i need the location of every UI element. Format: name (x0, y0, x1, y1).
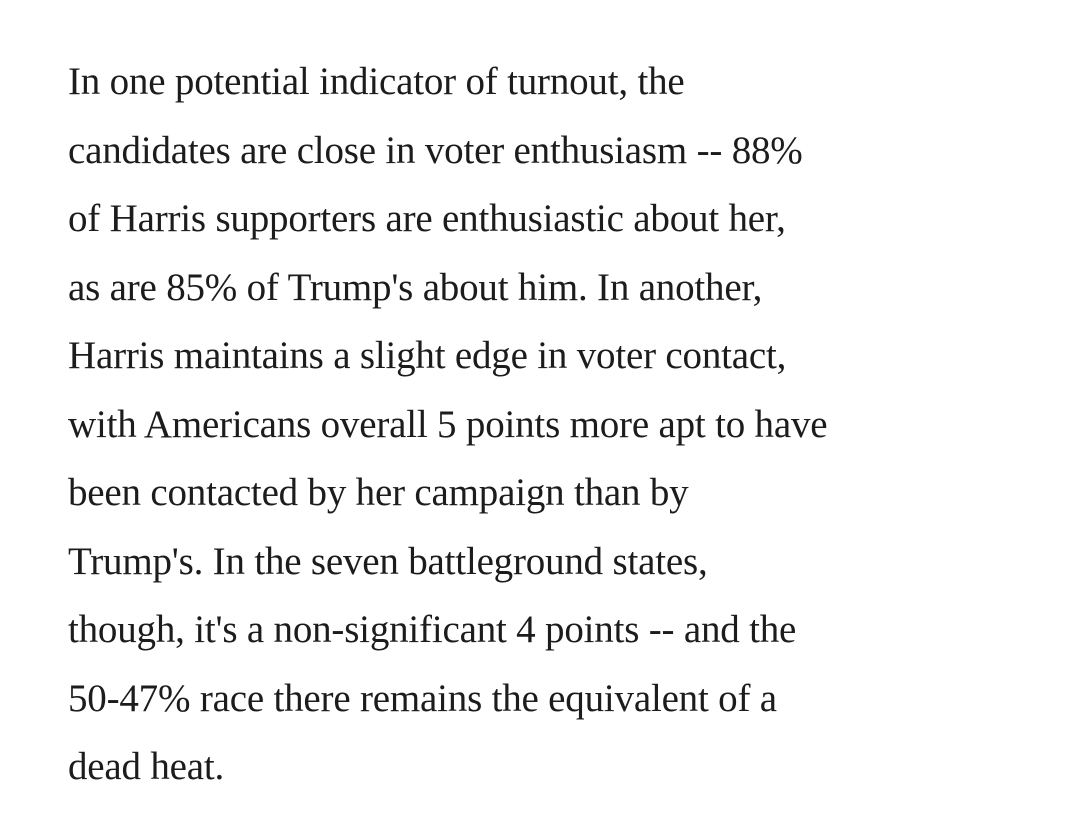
paragraph-line: Trump's. In the seven battleground state… (68, 539, 708, 583)
paragraph-line: with Americans overall 5 points more apt… (68, 402, 828, 446)
paragraph-line: candidates are close in voter enthusiasm… (68, 128, 803, 172)
paragraph-line: dead heat. (68, 745, 225, 788)
paragraph-line: of Harris supporters are enthusiastic ab… (68, 197, 786, 240)
paragraph-line: been contacted by her campaign than by (68, 471, 689, 514)
paragraph-line: In one potential indicator of turnout, t… (68, 60, 685, 103)
article-paragraph: In one potential indicator of turnout, t… (68, 48, 1028, 802)
paragraph-line: 50-47% race there remains the equivalent… (68, 676, 777, 720)
paragraph-line: Harris maintains a slight edge in voter … (68, 334, 787, 377)
paragraph-line: as are 85% of Trump's about him. In anot… (68, 265, 763, 309)
paragraph-line: though, it's a non-significant 4 points … (68, 608, 797, 651)
